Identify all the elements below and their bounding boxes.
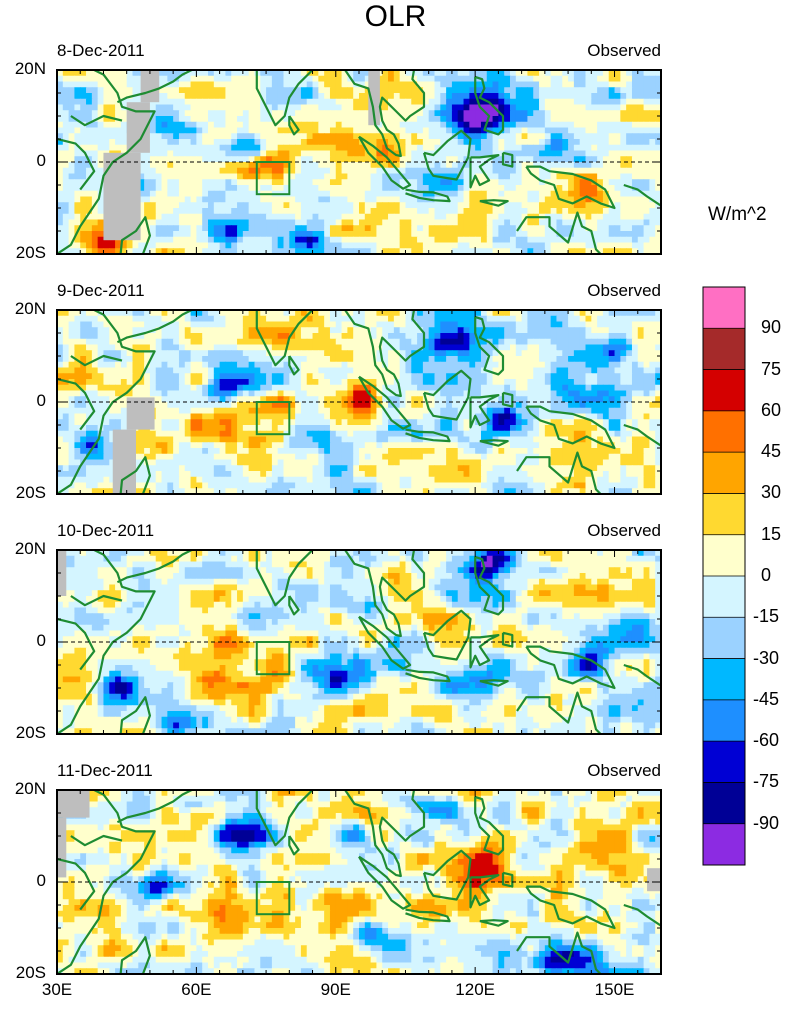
colorbar-level-label: 60 [761,399,782,420]
y-tick-label: 20N [14,539,46,558]
missing-data-region [647,868,661,892]
olr-anomaly-field [57,790,661,974]
colorbar-level-label: 30 [761,482,782,503]
colorbar-swatch [703,328,745,370]
olr-anomaly-field [57,70,661,254]
y-tick-label: 20S [15,963,46,982]
y-tick-label: 20N [14,59,46,78]
colorbar-level-label: 45 [761,441,782,462]
panel-date-label: 9-Dec-2011 [57,281,145,300]
y-tick-label: 0 [36,391,46,410]
colorbar-swatch [703,369,745,412]
y-tick-label: 0 [36,871,46,890]
colorbar-swatch [703,823,745,866]
coastlines [57,70,661,254]
y-tick-label: 20N [14,779,46,798]
missing-data-region [57,550,67,596]
missing-data-region [112,429,136,494]
panel-source-label: Observed [587,281,661,300]
colorbar-level-label: -90 [753,812,780,833]
reference-box [255,641,291,676]
x-tick-label: 60E [181,980,212,999]
units-label: W/m^2 [708,204,767,225]
panel-source-label: Observed [587,41,661,60]
colorbar-level-label: 0 [761,565,772,585]
colorbar-swatch [703,410,745,453]
figure-title: OLR [364,0,427,33]
colorbar-swatch [703,741,745,783]
x-tick-label: 120E [455,980,495,999]
colorbar-swatch [703,658,745,701]
panel-date-label: 10-Dec-2011 [57,521,155,540]
colorbar-level-label: 90 [761,317,782,338]
missing-data-region [368,70,380,126]
colorbar-swatch [703,534,745,577]
colorbar-level-label: -45 [753,688,780,709]
colorbar-swatch [703,287,745,329]
reference-box [255,161,291,196]
panel-source-label: Observed [587,761,661,780]
panel-2 [56,309,662,495]
olr-anomaly-field [57,310,661,494]
y-tick-label: 0 [36,631,46,650]
y-tick-label: 20S [15,483,46,502]
x-tick-label: 30E [41,980,73,999]
colorbar-swatch [703,576,745,618]
panel-date-label: 8-Dec-2011 [57,41,145,60]
y-tick-label: 20N [14,299,46,318]
coastlines [57,310,661,494]
reference-box [255,401,291,436]
panel-source-label: Observed [587,521,661,540]
x-tick-label: 90E [320,980,351,999]
colorbar-swatch [703,699,745,742]
panel-1 [56,69,662,255]
missing-data-region [140,70,160,103]
y-tick-label: 20S [15,723,46,742]
panel-3 [56,549,662,735]
y-tick-label: 20S [15,243,46,262]
panel-4 [56,789,662,975]
y-tick-label: 0 [36,151,46,170]
colorbar-level-label: -60 [753,730,780,751]
colorbar-swatch [703,452,745,494]
coastlines [57,550,661,734]
missing-data-region [126,397,155,430]
reference-box [255,881,291,916]
colorbar-swatch [703,493,745,536]
panel-date-label: 11-Dec-2011 [57,761,153,780]
colorbar-level-label: -75 [753,771,780,792]
colorbar-swatch [703,617,745,659]
colorbar-swatch [703,782,745,825]
colorbar-level-label: 15 [761,523,782,544]
missing-data-region [126,102,150,153]
x-tick-label: 150E [594,980,635,999]
colorbar [702,286,746,866]
colorbar-level-label: -15 [753,606,780,627]
missing-data-region [57,790,90,818]
missing-data-region [57,817,67,878]
coastlines [57,790,661,974]
colorbar-level-label: -30 [753,647,780,668]
colorbar-level-label: 75 [761,358,782,379]
